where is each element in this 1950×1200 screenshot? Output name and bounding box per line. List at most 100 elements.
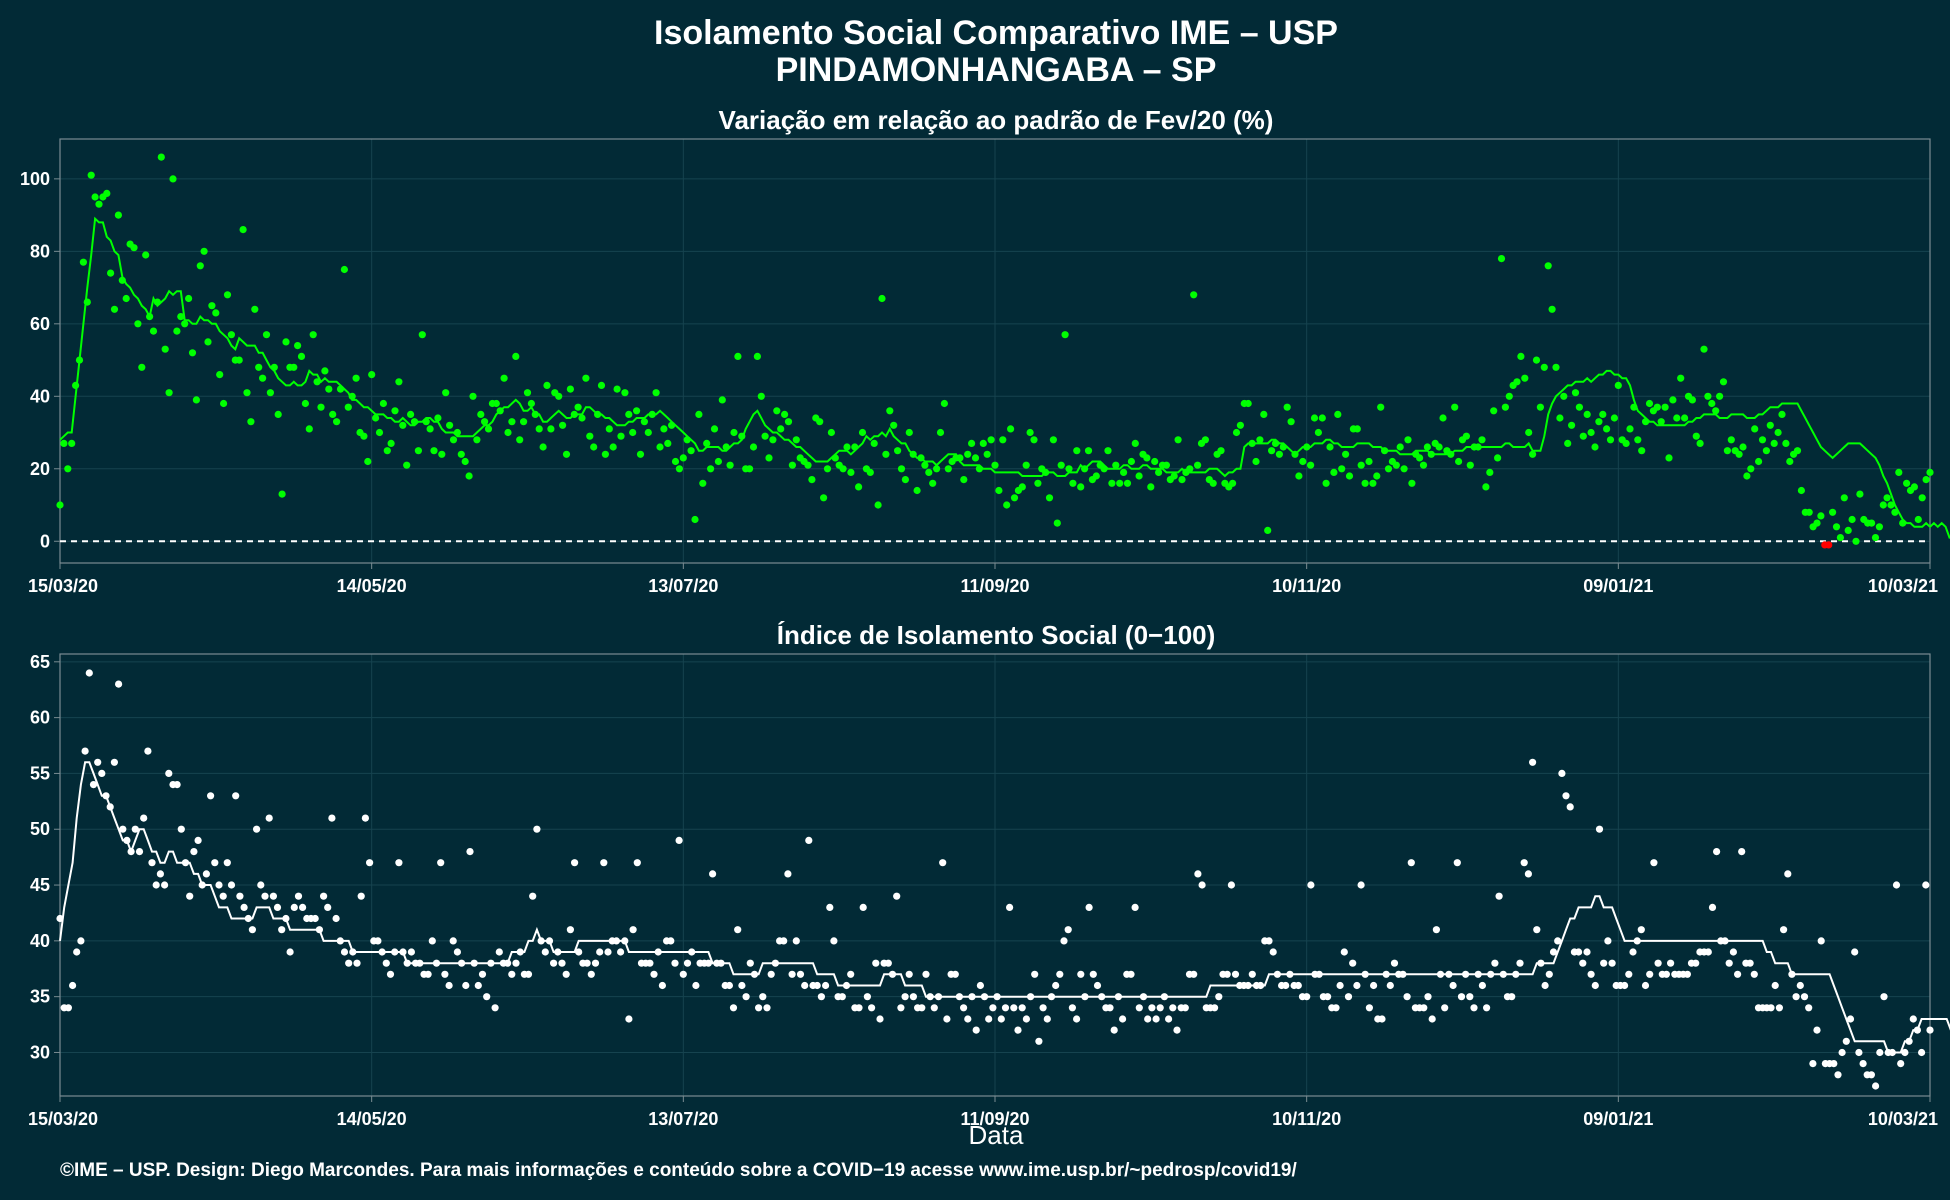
data-point: [1282, 981, 1290, 990]
data-point: [1047, 993, 1056, 1001]
data-point: [1910, 483, 1918, 491]
y-tick-label: 45: [30, 875, 50, 895]
data-point: [278, 490, 286, 498]
figure-title-line2: PINDAMONHANGABA – SP: [776, 51, 1217, 89]
data-point: [633, 407, 641, 415]
data-point: [820, 494, 828, 502]
data-point: [1875, 523, 1883, 531]
data-point: [301, 399, 309, 408]
data-point: [508, 970, 516, 978]
data-point: [734, 926, 742, 934]
data-point: [1525, 428, 1533, 437]
data-point: [1209, 479, 1217, 487]
data-point: [1830, 1060, 1838, 1068]
data-point: [1746, 959, 1754, 967]
data-point: [286, 948, 294, 956]
data-point: [77, 937, 85, 945]
data-point: [1043, 1015, 1051, 1023]
data-point: [583, 959, 591, 967]
data-point: [142, 251, 150, 259]
data-point: [1275, 450, 1283, 458]
data-point: [1334, 410, 1342, 418]
data-point: [470, 959, 478, 967]
data-point: [449, 436, 458, 444]
data-point: [1286, 970, 1294, 978]
data-point: [777, 425, 785, 433]
data-point: [956, 454, 964, 462]
data-point: [1646, 970, 1654, 978]
data-point: [1926, 468, 1934, 476]
data-point: [933, 465, 941, 473]
data-point: [1093, 981, 1102, 990]
data-point: [1223, 970, 1231, 978]
data-point: [309, 331, 317, 339]
data-point: [872, 959, 880, 967]
data-point: [461, 457, 469, 466]
data-point: [842, 981, 851, 990]
data-point: [671, 457, 680, 466]
y-tick-label: 60: [30, 314, 50, 334]
y-tick-label: 80: [30, 241, 50, 261]
data-point: [1294, 981, 1302, 990]
data-point: [430, 447, 438, 455]
data-point: [1060, 937, 1068, 945]
data-point: [348, 392, 356, 400]
data-point: [917, 454, 925, 462]
data-point: [504, 959, 512, 967]
data-point: [1424, 993, 1432, 1001]
data-point: [194, 836, 202, 845]
data-point: [1508, 993, 1516, 1001]
data-point: [1436, 970, 1445, 978]
data-point: [817, 993, 826, 1001]
data-point: [437, 859, 445, 867]
data-point: [1840, 494, 1848, 502]
data-point: [161, 881, 169, 889]
data-point: [1579, 959, 1587, 967]
x-tick-label: 15/03/20: [28, 1109, 98, 1129]
data-point: [1014, 1026, 1022, 1034]
data-point: [1832, 523, 1841, 531]
data-point: [1529, 450, 1537, 458]
data-point: [361, 814, 369, 822]
data-point: [621, 389, 629, 397]
data-point: [1022, 1015, 1030, 1023]
data-point: [1537, 959, 1545, 967]
data-point: [239, 226, 247, 234]
data-point: [1361, 970, 1369, 978]
data-point: [465, 472, 473, 480]
data-point: [1423, 443, 1431, 451]
data-point: [1215, 993, 1223, 1001]
data-point: [805, 836, 813, 845]
data-point: [1521, 374, 1529, 382]
data-point: [660, 425, 668, 433]
data-point: [804, 461, 812, 469]
data-point: [543, 381, 551, 389]
data-point: [929, 479, 937, 487]
data-point: [1780, 926, 1788, 934]
data-point: [336, 937, 344, 945]
data-point: [1520, 859, 1528, 867]
data-point: [270, 363, 278, 371]
data-point: [985, 1015, 993, 1023]
data-point: [1842, 1037, 1850, 1045]
data-point: [56, 501, 64, 509]
data-point: [1104, 447, 1112, 455]
data-point: [236, 892, 244, 900]
data-point: [575, 948, 583, 956]
x-tick-label: 10/03/21: [1868, 1109, 1938, 1129]
data-point: [68, 439, 76, 447]
data-point: [897, 465, 906, 473]
data-point: [516, 436, 524, 444]
data-point: [274, 410, 282, 418]
x-tick-label: 11/09/20: [960, 576, 1029, 596]
data-point: [1583, 948, 1591, 956]
data-point: [1378, 1015, 1386, 1023]
data-point: [859, 903, 867, 912]
data-point: [478, 970, 487, 978]
data-point: [1922, 476, 1930, 484]
data-point: [1404, 436, 1412, 444]
data-point: [1273, 970, 1281, 978]
data-point: [469, 392, 477, 400]
data-point: [446, 421, 454, 429]
